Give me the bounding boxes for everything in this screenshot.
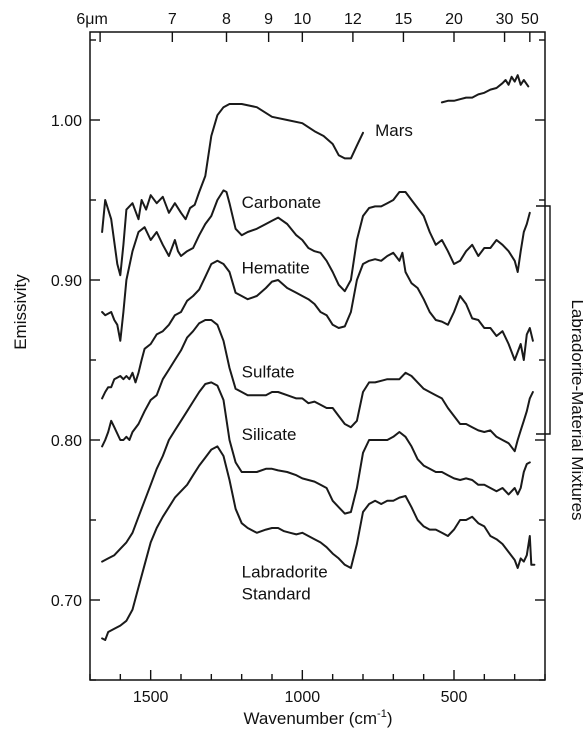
sulfate-label: Sulfate bbox=[242, 363, 295, 382]
y-axis-title: Emissivity bbox=[11, 274, 30, 350]
silicate-curve bbox=[101, 381, 531, 563]
top-tick-label: 30 bbox=[496, 11, 514, 28]
mars-label: Mars bbox=[375, 121, 413, 140]
x-axis-title-main: Wavenumber (cm bbox=[244, 709, 378, 728]
x-tick-label: 1500 bbox=[133, 689, 169, 706]
mars-curve bbox=[101, 103, 364, 277]
carbonate-curve bbox=[101, 189, 531, 342]
y-tick-label: 1.00 bbox=[51, 113, 82, 130]
top-tick-label: 15 bbox=[395, 11, 413, 28]
top-tick-label: 7 bbox=[168, 11, 177, 28]
silicate-label: Silicate bbox=[242, 425, 297, 444]
top-tick-label: 20 bbox=[445, 11, 463, 28]
top-tick-label: 50 bbox=[521, 11, 539, 28]
y-tick-label: 0.70 bbox=[51, 593, 82, 610]
mixtures-bracket: Labradorite-Material Mixtures bbox=[536, 205, 583, 521]
mars-curve bbox=[440, 74, 530, 104]
x-axis-title: Wavenumber (cm-1) bbox=[244, 708, 393, 728]
top-tick-label: 10 bbox=[293, 11, 311, 28]
top-tick-label: 9 bbox=[264, 11, 273, 28]
top-tick-label: 12 bbox=[344, 11, 362, 28]
labradorite-standard-label: Standard bbox=[242, 585, 311, 604]
carbonate-label: Carbonate bbox=[242, 193, 321, 212]
sulfate-curve bbox=[101, 319, 534, 453]
top-tick-label: 6μm bbox=[76, 11, 107, 28]
bracket-line bbox=[536, 205, 551, 435]
y-tick-label: 0.90 bbox=[51, 273, 82, 290]
x-axis-title-superscript: -1 bbox=[377, 708, 387, 720]
x-axis-title-close: ) bbox=[387, 709, 393, 728]
plot-frame bbox=[89, 31, 546, 681]
curves bbox=[101, 74, 536, 641]
axes: 1500 1000 500 0.70 0.80 0.90 1.00 6μm 7 8 9 10 12 15 2… bbox=[51, 11, 546, 706]
x-tick-label: 500 bbox=[441, 689, 468, 706]
bracket-label: Labradorite-Material Mixtures bbox=[568, 299, 583, 520]
x-tick-label: 1000 bbox=[285, 689, 321, 706]
labradorite-standard-curve bbox=[101, 445, 536, 641]
hematite-curve bbox=[101, 251, 534, 400]
top-tick-label: 8 bbox=[222, 11, 231, 28]
labradorite-standard-label: Labradorite bbox=[242, 563, 328, 582]
series-labels: Mars Carbonate Hematite Sulfate Silicate Labr… bbox=[242, 121, 413, 604]
y-tick-label: 0.80 bbox=[51, 433, 82, 450]
hematite-label: Hematite bbox=[242, 259, 310, 278]
